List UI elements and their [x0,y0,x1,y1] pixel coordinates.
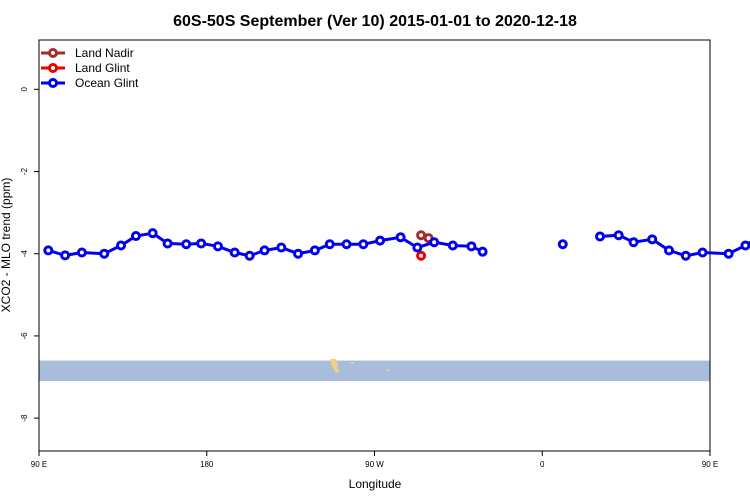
land-patch-small [387,369,389,371]
ocean-glint-point [60,250,71,261]
ocean-glint-point [697,247,708,258]
ocean-glint-point [76,247,87,258]
legend-label-ocean-glint: Ocean Glint [75,76,139,90]
ocean-glint-point [557,239,568,250]
ocean-glint-point [212,241,223,252]
legend-marker-land-glint [48,63,58,73]
legend-marker-ocean-glint [48,78,58,88]
ocean-glint-point [595,231,606,242]
ocean-glint-point [358,239,369,250]
legend-label-land-glint: Land Glint [75,61,130,75]
ocean-glint-point [293,248,304,259]
ocean-glint-point [647,234,658,245]
ocean-glint-point [375,235,386,246]
ocean-glint-point [740,240,750,251]
ocean-glint-point [309,245,320,256]
ocean-glint-point [412,242,423,253]
x-axis-label: Longitude [349,477,402,491]
ocean-glint-point [99,248,110,259]
ocean-glint-point [395,232,406,243]
ocean-glint-point [276,242,287,253]
plot-frame [38,39,711,452]
chart-title: 60S-50S September (Ver 10) 2015-01-01 to… [173,13,577,30]
y-tick-label: -4 [20,250,29,258]
x-tick-label: 90 W [365,460,384,469]
ocean-glint-point [43,245,54,256]
ocean-glint-point [723,248,734,259]
x-tick-label: 0 [540,460,545,469]
land-patch-small [351,362,354,364]
ocean-glint-point [680,250,691,261]
legend-label-land-nadir: Land Nadir [75,46,134,60]
x-tick-label: 180 [200,460,214,469]
ocean-glint-point [466,241,477,252]
ocean-glint-point [196,238,207,249]
land-nadir-point [416,230,427,241]
ocean-glint-point [628,237,639,248]
y-tick-label: -2 [20,167,29,175]
ocean-glint-point [244,250,255,261]
ocean-glint-point [663,245,674,256]
x-tick-label: 90 E [702,460,718,469]
ocean-glint-point [130,231,141,242]
ocean-glint-point [259,245,270,256]
ocean-glint-point [147,228,158,239]
ocean-glint-point [429,237,440,248]
plot-area: 90 E 180 90 W 0 90 E 0 -2 -4 -6 -8 Land NadirLand … [20,39,750,469]
ocean-glint-point [324,239,335,250]
y-tick-label: 0 [20,87,29,92]
x-tick-label: 90 E [31,460,47,469]
ocean-glint-point [162,238,173,249]
ocean-glint-point [613,230,624,241]
y-tick-label: -8 [20,414,29,422]
y-axis-label: XCO2 - MLO trend (ppm) [0,178,13,313]
ocean-glint-point [229,247,240,258]
y-tick-label: -6 [20,332,29,340]
ocean-glint-point [116,240,127,251]
legend-marker-land-nadir [48,48,58,58]
land-glint-point [416,250,427,261]
land-patch-south-america [330,359,340,373]
ocean-glint-point [341,239,352,250]
ocean-glint-point [181,239,192,250]
ocean-glint-point [477,246,488,257]
ocean-band [39,360,710,382]
ocean-glint-point [447,240,458,251]
